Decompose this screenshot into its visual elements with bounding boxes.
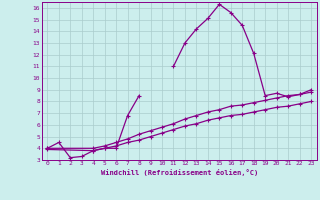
X-axis label: Windchill (Refroidissement éolien,°C): Windchill (Refroidissement éolien,°C) (100, 169, 258, 176)
